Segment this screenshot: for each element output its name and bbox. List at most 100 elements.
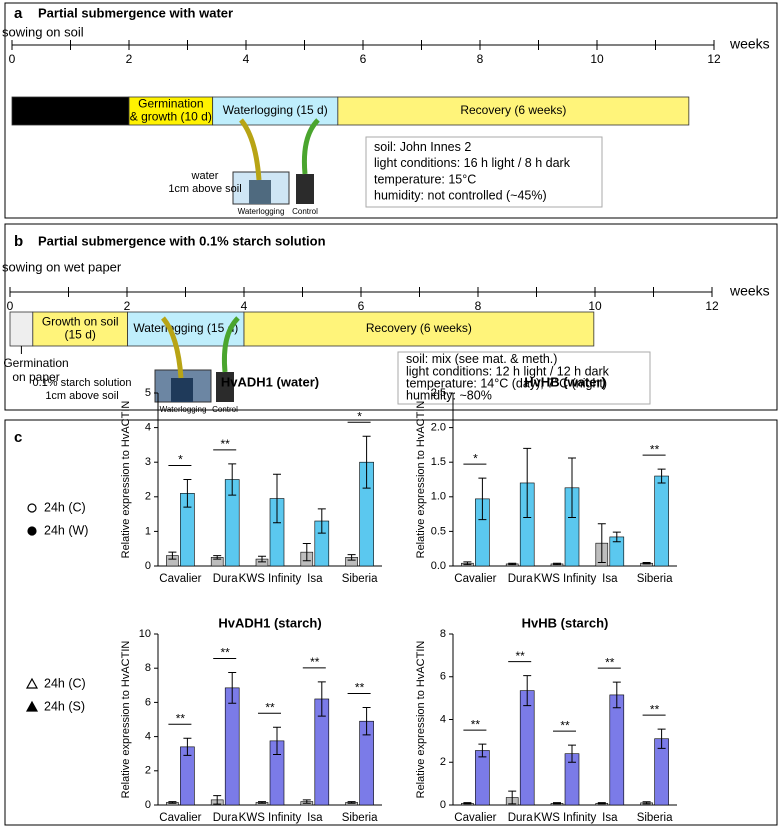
tick-label: 8 (477, 52, 484, 66)
error-bar (642, 562, 651, 565)
error-bar (523, 447, 532, 519)
tick-label: 2 (126, 52, 133, 66)
panel-label: a (14, 5, 23, 22)
conditions-box (397, 351, 651, 405)
legend-label: 24h (C) (44, 676, 86, 690)
y-tick-label: 0.5 (431, 525, 446, 537)
tick-label: 2 (124, 299, 131, 313)
medium-label: 0.1% starch solution (32, 377, 131, 389)
y-axis-label: Relative expression to HvACTIN (415, 401, 427, 559)
tick-label: 0 (7, 299, 14, 313)
y-tick-label: 2 (145, 491, 151, 503)
phase-label: Stratification 14 d (24, 103, 117, 117)
condition: humidity: not controlled (~45%) (374, 189, 547, 203)
y-axis-label: Relative expression to HvACTIN (415, 641, 427, 799)
conditions-box (365, 136, 603, 208)
error-bar (478, 743, 487, 758)
error-bar (508, 562, 517, 566)
bar (224, 687, 240, 806)
error-bar (213, 555, 222, 560)
start-label: sowing on wet paper (2, 259, 122, 274)
tick-label: 8 (475, 299, 482, 313)
y-tick-label: 1.5 (431, 456, 446, 468)
error-bar (273, 473, 281, 524)
soil (171, 378, 193, 402)
panel-b-frame (4, 223, 778, 411)
phase-label: Growth on soil (42, 315, 119, 329)
error-bar (597, 523, 606, 564)
legend-marker (25, 677, 39, 689)
medium-label: 1cm above soil (168, 183, 241, 195)
plant-treated (239, 118, 262, 181)
phase-bar (9, 311, 34, 347)
x-tick-label: Dura (213, 573, 239, 585)
y-tick-label: 0 (440, 799, 446, 811)
x-tick-label: Siberia (637, 812, 673, 824)
y-tick-label: 0 (145, 560, 151, 572)
phase-label: & growth (10 d) (130, 110, 212, 124)
phase-label: (15 d) (65, 328, 96, 342)
chart-title: HvADH1 (starch) (218, 615, 321, 630)
phase-bar (337, 96, 690, 126)
significance-label: ** (471, 717, 481, 731)
legend-marker (27, 503, 37, 513)
error-bar (228, 463, 237, 496)
panel-title: Partial submergence with water (38, 5, 233, 20)
y-tick-label: 10 (139, 628, 151, 640)
y-tick-label: 8 (145, 662, 151, 674)
x-tick-label: Cavalier (159, 812, 201, 824)
phase-label: Recovery (6 weeks) (460, 103, 566, 117)
legend-label: 24h (W) (44, 523, 88, 537)
x-tick-label: Isa (307, 812, 323, 824)
condition: light conditions: 16 h light / 8 h dark (374, 156, 571, 170)
unit-label: weeks (729, 283, 770, 299)
y-tick-label: 4 (145, 422, 151, 434)
y-tick-label: 8 (440, 628, 446, 640)
tick-label: 6 (358, 299, 365, 313)
error-bar (273, 726, 281, 756)
treated-label: Waterlogging (238, 207, 285, 216)
error-bar (612, 531, 621, 543)
significance-label: ** (176, 711, 186, 725)
significance-label: ** (650, 442, 660, 456)
tick-label: 10 (590, 52, 604, 66)
chart-title: HvADH1 (water) (221, 374, 319, 389)
legend-marker (25, 700, 39, 712)
condition: soil: John Innes 2 (374, 140, 471, 154)
panel-title: Partial submergence with 0.1% starch sol… (38, 233, 326, 248)
phase-label: Waterlogging (15 d) (223, 103, 328, 117)
phase-note: on paper (12, 370, 59, 384)
panel-label: b (14, 233, 23, 250)
y-tick-label: 1.0 (431, 491, 446, 503)
significance-label: ** (605, 655, 615, 669)
condition: temperature: 15°C (374, 172, 476, 186)
tick-label: 6 (360, 52, 367, 66)
error-bar (258, 801, 266, 804)
y-tick-label: 2 (145, 765, 151, 777)
y-tick-label: 2.0 (431, 422, 446, 434)
phase-bar (32, 311, 128, 347)
error-bar (213, 795, 222, 805)
x-tick-label: Dura (508, 573, 534, 585)
tick-label: 12 (705, 299, 719, 313)
y-tick-label: 4 (145, 731, 151, 743)
tick-label: 10 (588, 299, 602, 313)
significance-label: * (473, 451, 478, 465)
legend-label: 24h (S) (44, 699, 85, 713)
error-bar (612, 681, 621, 709)
significance-label: ** (221, 646, 231, 660)
significance-label: ** (650, 702, 660, 716)
control-label: Control (212, 405, 238, 414)
error-bar (228, 671, 237, 704)
significance-label: ** (355, 681, 365, 695)
bar (519, 690, 535, 806)
x-tick-label: KWS Infinity (239, 812, 302, 824)
error-bar (463, 802, 472, 805)
error-bar (168, 801, 177, 804)
error-bar (657, 468, 666, 484)
panel-a-frame (4, 2, 778, 219)
y-axis-label: Relative expression to HvACTIN (120, 401, 132, 559)
plant-treated (161, 316, 184, 379)
